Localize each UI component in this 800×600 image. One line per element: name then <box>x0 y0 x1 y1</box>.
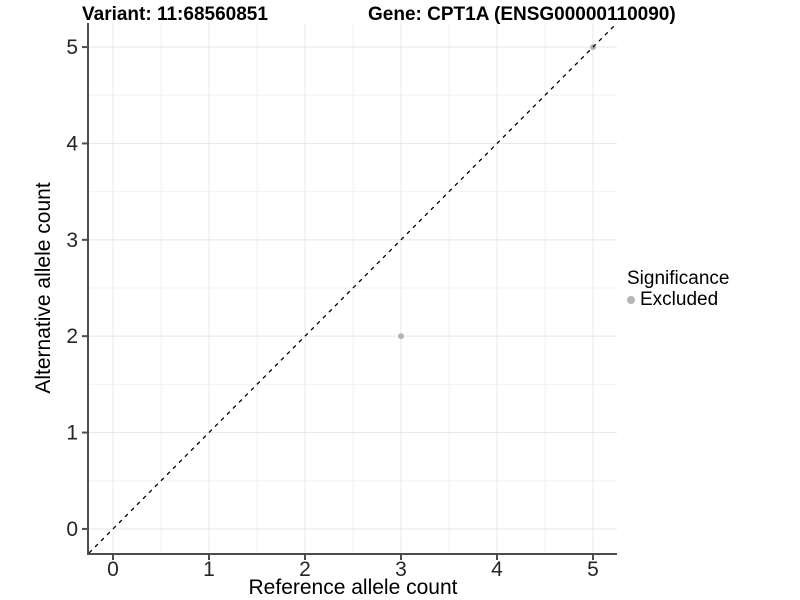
y-tick-label: 3 <box>66 229 78 252</box>
x-tick-label: 5 <box>587 558 599 581</box>
legend-item-label: Excluded <box>640 289 719 310</box>
excluded-point-icon <box>627 296 635 304</box>
gene-title: Gene: CPT1A (ENSG00000110090) <box>368 4 676 25</box>
y-tick-label: 1 <box>66 422 78 445</box>
x-tick-label: 1 <box>203 558 215 581</box>
y-tick-label: 0 <box>66 518 78 541</box>
y-tick-label: 2 <box>66 325 78 348</box>
legend-item: Excluded <box>627 290 729 310</box>
y-tick-label: 4 <box>66 132 78 155</box>
x-tick-label: 4 <box>491 558 503 581</box>
data-layer <box>88 22 618 554</box>
legend-title: Significance <box>627 268 730 289</box>
legend: Significance Excluded <box>627 269 729 310</box>
variant-title: Variant: 11:68560851 <box>82 4 268 25</box>
x-tick-label: 2 <box>299 558 311 581</box>
x-tick-label: 0 <box>107 558 119 581</box>
axis-layer: 0 1 2 3 4 5 0 1 2 3 4 5 <box>66 23 617 581</box>
data-point <box>398 333 404 340</box>
grid-layer <box>89 23 617 553</box>
x-axis-title: Reference allele count <box>249 576 458 599</box>
x-tick-label: 3 <box>395 558 407 581</box>
identity-line <box>88 22 618 554</box>
y-axis-title: Alternative allele count <box>32 182 55 393</box>
y-tick-label: 5 <box>66 36 78 59</box>
